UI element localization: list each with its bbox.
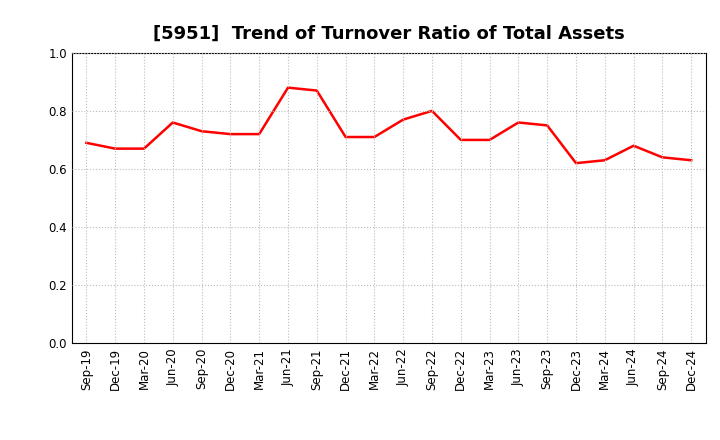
Title: [5951]  Trend of Turnover Ratio of Total Assets: [5951] Trend of Turnover Ratio of Total … bbox=[153, 25, 625, 43]
